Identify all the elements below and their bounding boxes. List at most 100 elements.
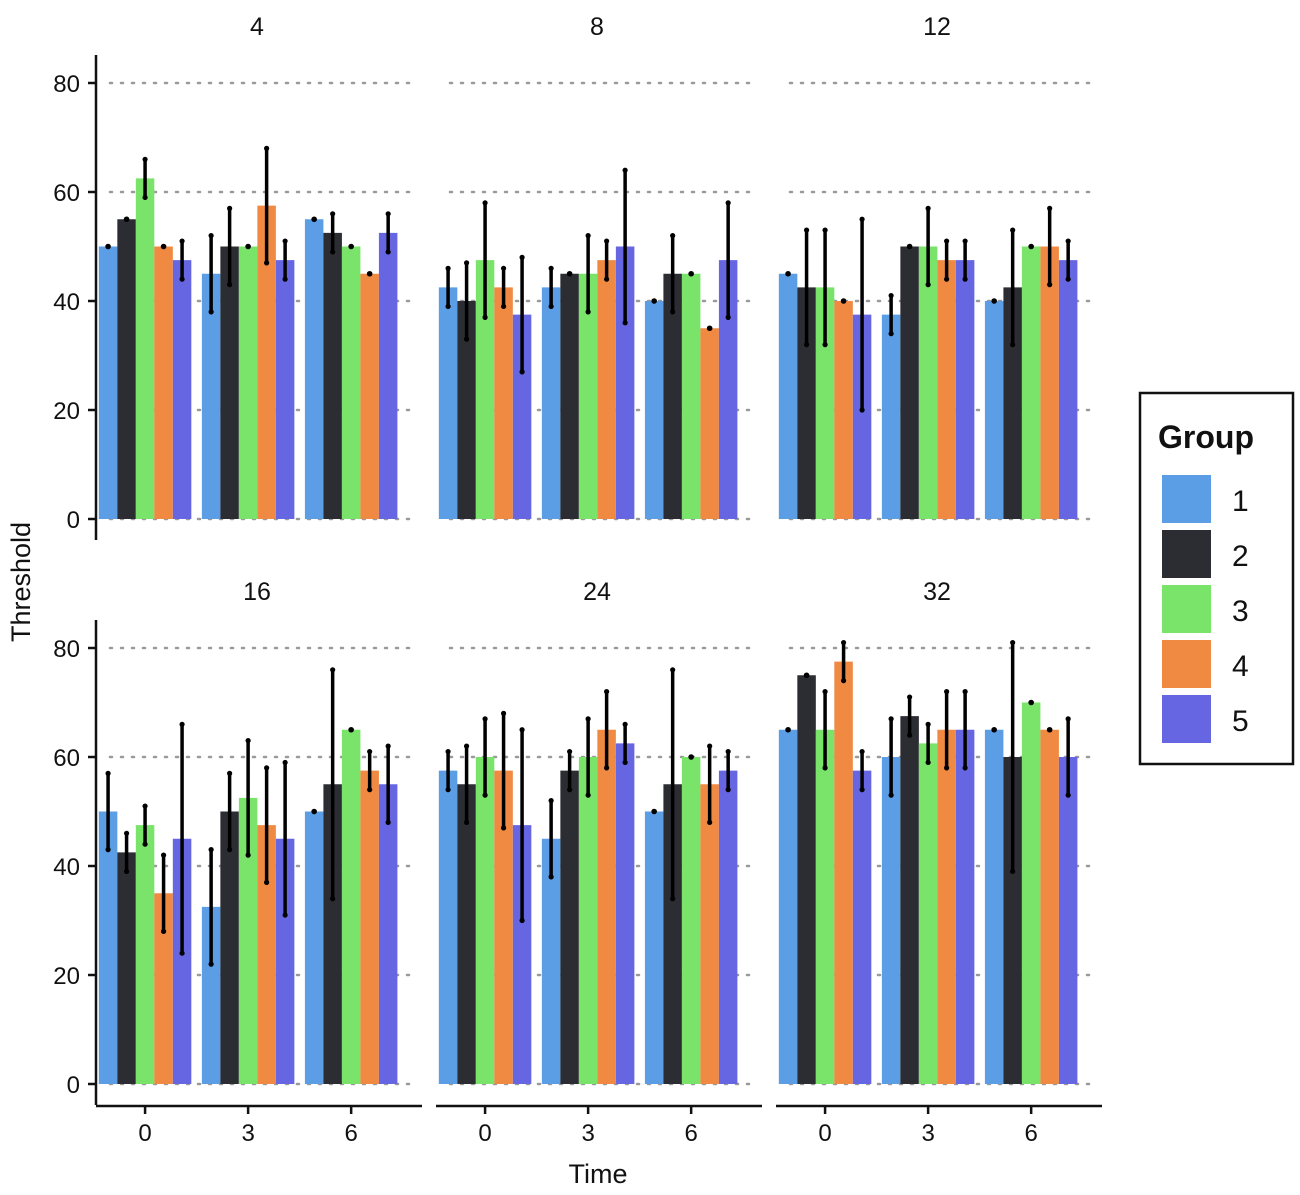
error-bar-cap — [482, 314, 488, 320]
error-bar-cap — [585, 233, 591, 239]
bar-16-0-group2 — [117, 852, 136, 1084]
error-bar-cap — [1010, 639, 1016, 646]
bar-8-3-group2 — [560, 273, 579, 519]
error-bar-cap — [888, 331, 894, 337]
error-bar-cap — [803, 342, 810, 348]
error-bar-cap — [859, 787, 865, 793]
error-bar-cap — [105, 770, 111, 776]
bar-4-3-group1 — [201, 273, 221, 519]
error-bar-point — [651, 808, 657, 815]
x-tick-label: 3 — [581, 1120, 594, 1147]
bar-32-6-group3 — [1021, 702, 1041, 1084]
y-tick-label: 80 — [53, 71, 80, 98]
error-bar-cap — [944, 765, 950, 771]
bar-16-0-group1 — [98, 811, 118, 1084]
facet-panel-4: 4 — [98, 13, 398, 519]
x-axis-title: Time — [569, 1159, 628, 1189]
bar-16-6-group5 — [378, 784, 398, 1084]
error-bar-cap — [385, 249, 391, 255]
legend-swatch-5 — [1162, 695, 1211, 743]
legend-title: Group — [1158, 419, 1254, 455]
bar-24-3-group2 — [560, 770, 579, 1084]
error-bar-cap — [1065, 716, 1071, 722]
error-bar-cap — [500, 265, 507, 271]
error-bar-cap — [962, 276, 968, 282]
bar-12-6-group3 — [1021, 246, 1041, 519]
facet-title: 4 — [250, 13, 264, 41]
error-bar-cap — [208, 309, 214, 315]
bar-32-3-group1 — [881, 757, 901, 1084]
error-bar-cap — [725, 787, 731, 793]
bar-12-0-group5 — [852, 314, 872, 519]
error-bar-cap — [670, 667, 676, 673]
bar-12-6-group1 — [984, 301, 1004, 519]
error-bar-cap — [264, 879, 270, 885]
legend-label-3: 3 — [1232, 595, 1249, 628]
y-tick-label: 60 — [53, 745, 80, 772]
bar-12-3-group3 — [918, 246, 938, 519]
bar-4-3-group4 — [257, 205, 276, 519]
error-bar-cap — [330, 211, 336, 217]
error-bar-point — [160, 243, 167, 250]
legend-label-5: 5 — [1232, 705, 1249, 738]
x-tick-label: 3 — [921, 1120, 934, 1147]
bar-24-6-group1 — [644, 811, 664, 1084]
error-bar-cap — [907, 694, 913, 700]
error-bar-cap — [123, 830, 130, 836]
bar-4-3-group3 — [238, 246, 258, 519]
error-bar-cap — [944, 238, 950, 244]
bar-16-3-group1 — [201, 906, 221, 1084]
error-bar-cap — [585, 792, 591, 798]
error-bar-cap — [330, 249, 336, 255]
error-bar-cap — [1047, 205, 1053, 211]
bar-32-0-group4 — [834, 661, 853, 1084]
error-bar-point — [1028, 243, 1034, 250]
error-bar-cap — [822, 689, 828, 695]
y-tick-label: 0 — [67, 1072, 80, 1099]
error-bar-cap — [822, 765, 828, 771]
y-tick-label: 60 — [53, 180, 80, 207]
bar-4-0-group5 — [172, 260, 192, 519]
error-bar-cap — [888, 792, 894, 798]
facet-title: 24 — [583, 578, 611, 606]
error-bar-cap — [208, 847, 214, 853]
bar-32-0-group3 — [815, 729, 835, 1084]
bar-4-6-group3 — [341, 246, 361, 519]
legend-swatch-2 — [1162, 530, 1211, 578]
error-bar-cap — [142, 803, 148, 809]
error-bar-cap — [500, 710, 507, 717]
bar-4-6-group5 — [378, 232, 398, 519]
error-bar-cap — [264, 260, 270, 266]
facet-panel-8: 8 — [438, 13, 738, 519]
y-tick-label: 40 — [53, 854, 80, 881]
error-bar-cap — [519, 254, 525, 260]
x-tick-label: 6 — [1024, 1120, 1037, 1147]
y-tick-label: 0 — [67, 507, 80, 534]
error-bar-point — [348, 726, 354, 733]
legend-label-1: 1 — [1232, 485, 1249, 518]
error-bar-cap — [1010, 342, 1016, 348]
bar-12-0-group2 — [797, 287, 816, 519]
error-bar-cap — [604, 276, 610, 282]
error-bar-cap — [227, 205, 233, 211]
error-bar-cap — [1065, 792, 1071, 798]
error-bar-point — [906, 243, 913, 250]
error-bar-point — [688, 754, 694, 760]
bar-16-6-group2 — [323, 784, 342, 1084]
error-bar-cap — [622, 320, 628, 326]
legend-swatch-4 — [1162, 640, 1211, 688]
error-bar-cap — [840, 639, 847, 646]
error-bar-cap — [567, 748, 573, 755]
error-bar-cap — [859, 748, 865, 755]
error-bar-cap — [1010, 868, 1016, 875]
bar-12-3-group4 — [937, 260, 956, 519]
error-bar-cap — [142, 194, 148, 201]
error-bar-point — [991, 298, 997, 304]
error-bar-point — [1046, 726, 1053, 733]
error-bar-cap — [463, 336, 470, 342]
y-tick-label: 80 — [53, 636, 80, 663]
facet-panel-12: 12 — [778, 13, 1078, 519]
y-tick-label: 40 — [53, 289, 80, 316]
error-bar-cap — [822, 342, 828, 348]
